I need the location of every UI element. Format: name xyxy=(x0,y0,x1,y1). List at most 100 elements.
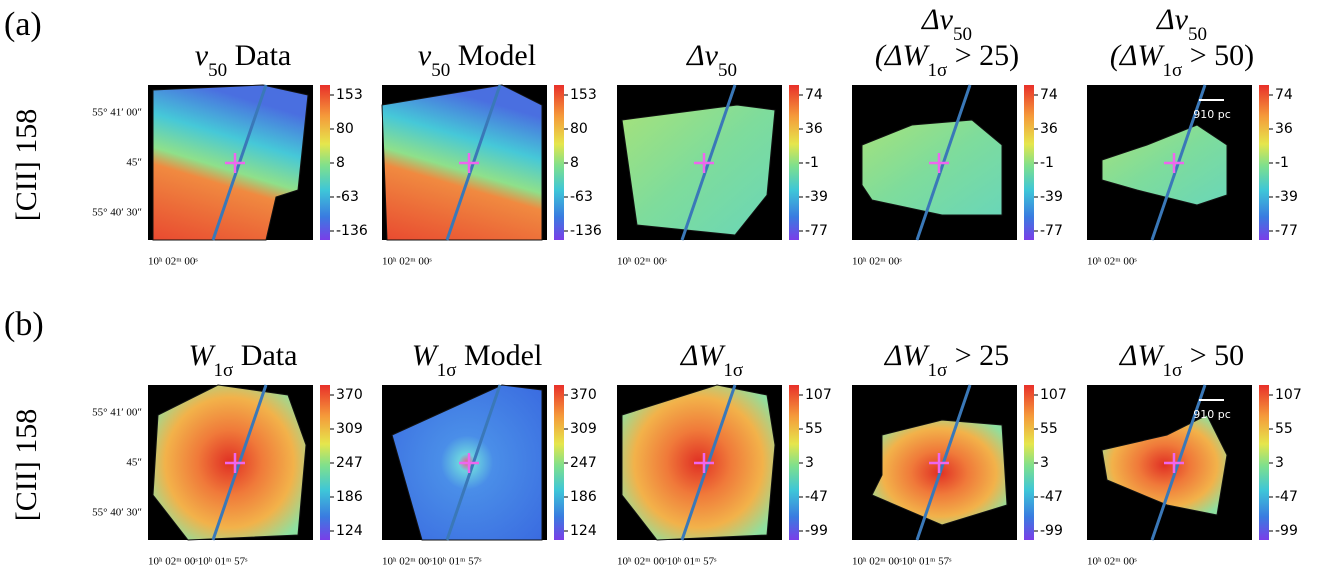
colorbar-tick-label: 309 xyxy=(336,421,363,437)
colorbar xyxy=(789,85,799,240)
colorbar-tick-label: 55 xyxy=(805,421,823,437)
x-tick-label: 10ʰ 02ᵐ 00ˢ xyxy=(382,256,432,268)
colorbar-tick-label: 153 xyxy=(570,87,597,103)
panel-title: W1σ Model xyxy=(412,339,543,381)
colorbar-tick-label: -47 xyxy=(805,489,828,505)
colorbar-tick-label: 3 xyxy=(1275,455,1284,471)
x-tick-label: 10ʰ 02ᵐ 00ˢ10ʰ 01ᵐ 57ˢ xyxy=(382,556,482,568)
title-text: v xyxy=(195,39,209,72)
colorbar xyxy=(554,385,564,540)
colorbar-tick-label: -39 xyxy=(1275,189,1298,205)
title-text: W xyxy=(189,339,217,372)
colorbar-tick-label: 36 xyxy=(1275,121,1293,137)
title-subscript: 50 xyxy=(208,60,227,81)
title-text: v xyxy=(418,39,432,72)
title-text: ΔW xyxy=(1119,339,1166,372)
y-tick-label: 45″ xyxy=(126,157,142,169)
colorbar-tick-label: 153 xyxy=(336,87,363,103)
colorbar-tick-label: -136 xyxy=(336,223,368,239)
colorbar-tick-label: 247 xyxy=(336,455,363,471)
panel-title: v50 Data xyxy=(195,39,291,81)
row-title: [CII] 158 xyxy=(10,109,43,221)
colorbar-tick-label: -136 xyxy=(570,223,602,239)
colorbar xyxy=(320,385,330,540)
title-text: Data xyxy=(233,339,297,372)
panel-title: v50 Model xyxy=(418,39,536,81)
title-subscript: 1σ xyxy=(927,360,947,381)
y-tick-label: 55° 40′ 30″ xyxy=(92,207,142,219)
title-text: > 25) xyxy=(947,39,1019,72)
colorbar-tick-label: -77 xyxy=(1040,223,1063,239)
title-text: ΔW xyxy=(680,339,727,372)
title-text: > 50) xyxy=(1182,39,1254,72)
colorbar-tick-label: 370 xyxy=(336,387,363,403)
x-tick-label: 10ʰ 02ᵐ 00ˢ xyxy=(148,256,198,268)
colorbar-tick-label: 36 xyxy=(1040,121,1058,137)
title-subscript: 1σ xyxy=(437,360,457,381)
title-text: Δv xyxy=(921,3,954,36)
panel-title: Δv50 xyxy=(1156,3,1207,45)
y-tick-label: 55° 41′ 00″ xyxy=(92,107,142,119)
colorbar-tick-label: 55 xyxy=(1275,421,1293,437)
panel-title: W1σ Data xyxy=(189,339,298,381)
x-tick-label: 10ʰ 02ᵐ 00ˢ10ʰ 01ᵐ 57ˢ xyxy=(617,556,717,568)
colorbar-tick-label: 8 xyxy=(336,155,345,171)
y-tick-label: 55° 41′ 00″ xyxy=(92,407,142,419)
colorbar-tick-label: 80 xyxy=(336,121,354,137)
colorbar-tick-label: -1 xyxy=(1275,155,1289,171)
panel-title: Δv50 xyxy=(921,3,972,45)
map xyxy=(621,104,776,236)
title-text: Δv xyxy=(1156,3,1189,36)
colorbar-tick-label: -63 xyxy=(570,189,593,205)
title-text: > 50 xyxy=(1182,339,1244,372)
title-text: Model xyxy=(456,339,542,372)
panel-title: Δv50 xyxy=(686,39,737,81)
panel-title: ΔW1σ > 50 xyxy=(1119,339,1244,381)
colorbar-tick-label: 107 xyxy=(805,387,832,403)
x-tick-label: 10ʰ 02ᵐ 00ˢ xyxy=(852,256,902,268)
title-text: ΔW xyxy=(884,339,931,372)
x-tick-label: 10ʰ 02ᵐ 00ˢ10ʰ 01ᵐ 57ˢ xyxy=(148,556,248,568)
colorbar xyxy=(789,385,799,540)
colorbar xyxy=(1024,85,1034,240)
colorbar-tick-label: 124 xyxy=(570,523,597,539)
title-subscript: 50 xyxy=(1188,24,1207,45)
colorbar-tick-label: 309 xyxy=(570,421,597,437)
colorbar-tick-label: 74 xyxy=(805,87,823,103)
colorbar-tick-label: -99 xyxy=(1040,523,1063,539)
colorbar-tick-label: 247 xyxy=(570,455,597,471)
y-tick-label: 45″ xyxy=(126,457,142,469)
title-subscript: 1σ xyxy=(927,60,947,81)
colorbar-tick-label: 74 xyxy=(1275,87,1293,103)
panel-title: (ΔW1σ > 25) xyxy=(875,39,1019,81)
title-subscript: 1σ xyxy=(1162,60,1182,81)
colorbar-tick-label: 36 xyxy=(805,121,823,137)
colorbar-tick-label: -39 xyxy=(1040,189,1063,205)
map xyxy=(861,119,1003,216)
scale-bar-label: 910 pc xyxy=(1193,408,1231,421)
colorbar-tick-label: 107 xyxy=(1275,387,1302,403)
colorbar-tick-label: -63 xyxy=(336,189,359,205)
title-text: Model xyxy=(450,39,536,72)
panel-title: (ΔW1σ > 50) xyxy=(1110,39,1254,81)
title-subscript: 50 xyxy=(431,60,450,81)
row-label: (b) xyxy=(4,306,44,343)
x-tick-label: 10ʰ 02ᵐ 00ˢ10ʰ 01ᵐ 57ˢ xyxy=(852,556,952,568)
colorbar xyxy=(1259,85,1269,240)
map xyxy=(1101,124,1228,206)
colorbar-tick-label: -99 xyxy=(805,523,828,539)
title-text: (ΔW xyxy=(875,39,931,72)
title-text: (ΔW xyxy=(1110,39,1166,72)
colorbar-tick-label: 186 xyxy=(336,489,363,505)
colorbar-tick-label: 80 xyxy=(570,121,588,137)
y-tick-label: 55° 40′ 30″ xyxy=(92,507,142,519)
colorbar-tick-label: 186 xyxy=(570,489,597,505)
colorbar-tick-label: 3 xyxy=(1040,455,1049,471)
title-text: Data xyxy=(227,39,291,72)
colorbar xyxy=(320,85,330,240)
scale-bar-label: 910 pc xyxy=(1193,108,1231,121)
title-subscript: 1σ xyxy=(214,360,234,381)
x-tick-label: 10ʰ 02ᵐ 00ˢ xyxy=(1087,556,1137,568)
colorbar-tick-label: 55 xyxy=(1040,421,1058,437)
title-text: > 25 xyxy=(947,339,1009,372)
